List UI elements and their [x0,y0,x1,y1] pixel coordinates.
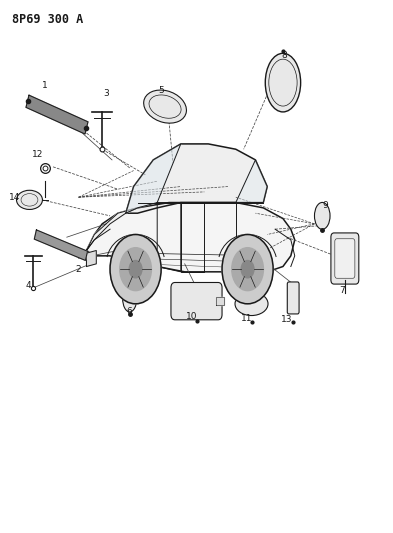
Circle shape [129,261,142,278]
FancyBboxPatch shape [335,239,355,278]
FancyBboxPatch shape [171,282,222,320]
Text: 7: 7 [339,286,345,295]
Circle shape [110,235,161,304]
Text: 8: 8 [282,52,287,60]
Ellipse shape [235,292,268,316]
Polygon shape [34,230,88,261]
Text: 10: 10 [185,312,197,321]
Circle shape [120,248,151,290]
Text: 2: 2 [76,265,81,273]
Text: 9: 9 [323,201,328,209]
Text: 1: 1 [42,81,48,90]
Polygon shape [86,251,96,266]
Ellipse shape [314,203,330,229]
Polygon shape [126,144,267,213]
Text: 12: 12 [32,150,43,159]
Circle shape [222,235,273,304]
Polygon shape [126,144,181,213]
Text: 11: 11 [241,314,253,322]
FancyBboxPatch shape [287,282,299,314]
Polygon shape [86,208,138,251]
Text: 3: 3 [103,89,109,98]
Polygon shape [236,160,267,203]
Ellipse shape [144,90,186,123]
Circle shape [241,261,254,278]
Text: 13: 13 [281,316,292,324]
Text: 4: 4 [26,281,31,289]
Polygon shape [86,203,295,272]
Text: 14: 14 [9,193,20,201]
Text: 8P69 300 A: 8P69 300 A [12,13,83,26]
Ellipse shape [123,285,137,312]
Polygon shape [216,297,224,305]
FancyBboxPatch shape [331,233,359,284]
Text: 6: 6 [127,308,132,316]
Polygon shape [26,95,88,134]
Ellipse shape [265,53,301,112]
Circle shape [232,248,263,290]
Text: 5: 5 [158,86,164,95]
Ellipse shape [17,190,42,209]
